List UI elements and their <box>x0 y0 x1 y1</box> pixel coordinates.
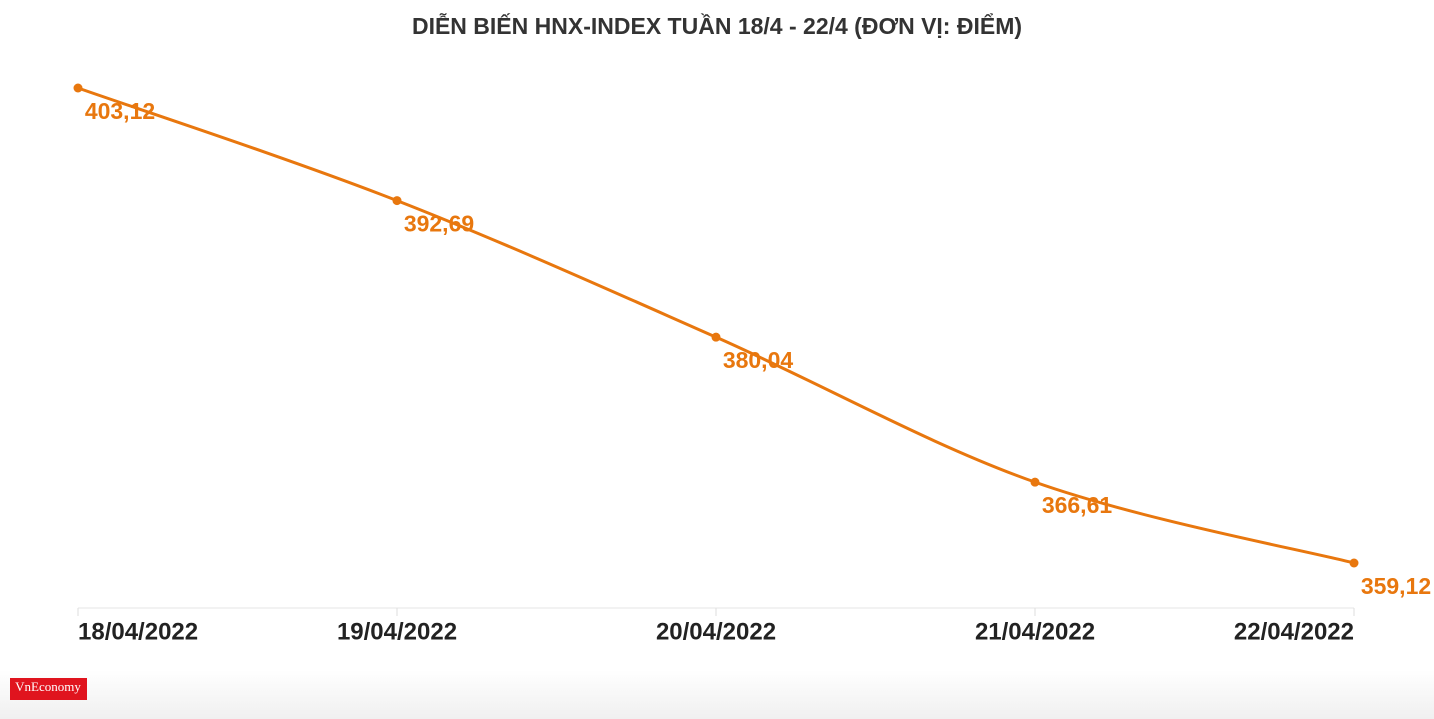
point <box>1030 477 1040 487</box>
value-label: 380,04 <box>723 347 794 373</box>
x-tick-label: 19/04/2022 <box>337 618 457 645</box>
x-tick-label: 18/04/2022 <box>78 618 198 645</box>
footer-band <box>0 670 1434 719</box>
point <box>1349 558 1359 568</box>
x-tick-label: 22/04/2022 <box>1234 618 1354 645</box>
x-tick-label: 20/04/2022 <box>656 618 776 645</box>
line <box>77 86 1355 565</box>
x-tick-label: 21/04/2022 <box>975 618 1095 645</box>
value-label: 366,61 <box>1042 492 1113 518</box>
value-label: 359,12 <box>1361 573 1431 599</box>
chart-title: DIỄN BIẾN HNX-INDEX TUẦN 18/4 - 22/4 (ĐƠ… <box>412 11 1022 39</box>
point <box>73 83 83 93</box>
value-label: 392,69 <box>404 211 474 237</box>
point <box>392 196 402 206</box>
logo: VnEconomy <box>15 679 81 694</box>
point <box>711 332 721 342</box>
logo-box <box>10 678 87 700</box>
value-label: 403,12 <box>85 98 155 124</box>
